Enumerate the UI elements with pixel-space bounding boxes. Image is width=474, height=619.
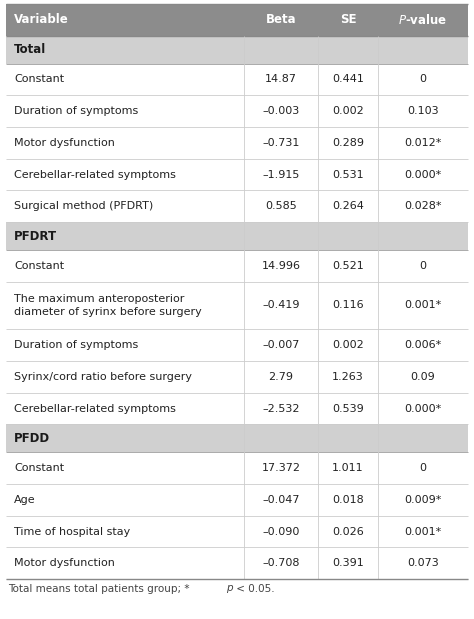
Text: Constant: Constant: [14, 463, 64, 473]
Text: 0.002: 0.002: [332, 340, 364, 350]
Text: PFDD: PFDD: [14, 432, 50, 445]
Text: Beta: Beta: [265, 14, 296, 27]
Text: –0.731: –0.731: [262, 138, 300, 148]
Text: 0.000*: 0.000*: [404, 170, 442, 180]
Text: Cerebellar-related symptoms: Cerebellar-related symptoms: [14, 404, 176, 413]
Text: 0.028*: 0.028*: [404, 201, 442, 211]
Bar: [6, 452, 468, 484]
Text: 0.09: 0.09: [410, 372, 435, 382]
Text: –0.708: –0.708: [262, 558, 300, 568]
Text: 0.026: 0.026: [332, 527, 364, 537]
Text: Time of hospital stay: Time of hospital stay: [14, 527, 130, 537]
Text: 14.996: 14.996: [261, 261, 301, 271]
Text: –0.007: –0.007: [262, 340, 300, 350]
Text: 0.264: 0.264: [332, 201, 364, 211]
Text: 0.073: 0.073: [407, 558, 439, 568]
Bar: [6, 425, 468, 452]
Text: 1.263: 1.263: [332, 372, 364, 382]
Text: < 0.05.: < 0.05.: [233, 584, 274, 594]
Bar: [6, 516, 468, 547]
Text: Constant: Constant: [14, 261, 64, 271]
Bar: [6, 250, 468, 282]
Text: $\mathit{P}$-value: $\mathit{P}$-value: [398, 13, 447, 27]
Bar: [6, 158, 468, 191]
Text: 0.001*: 0.001*: [404, 300, 442, 311]
Text: 0.009*: 0.009*: [404, 495, 442, 505]
Bar: [6, 36, 468, 64]
Text: –0.047: –0.047: [262, 495, 300, 505]
Bar: [6, 4, 468, 36]
Text: 0.521: 0.521: [332, 261, 364, 271]
Text: 0.585: 0.585: [265, 201, 297, 211]
Text: Duration of symptoms: Duration of symptoms: [14, 340, 138, 350]
Bar: [6, 191, 468, 222]
Text: –1.915: –1.915: [262, 170, 300, 180]
Bar: [6, 547, 468, 579]
Text: Motor dysfunction: Motor dysfunction: [14, 138, 115, 148]
Text: –0.003: –0.003: [262, 106, 300, 116]
Text: Surgical method (PFDRT): Surgical method (PFDRT): [14, 201, 153, 211]
Text: 0.000*: 0.000*: [404, 404, 442, 413]
Text: 0.103: 0.103: [407, 106, 439, 116]
Bar: [6, 282, 468, 329]
Text: Constant: Constant: [14, 74, 64, 84]
Bar: [6, 329, 468, 361]
Bar: [6, 222, 468, 250]
Text: 0.539: 0.539: [332, 404, 364, 413]
Text: 0.006*: 0.006*: [404, 340, 442, 350]
Text: 0.531: 0.531: [332, 170, 364, 180]
Text: 0.012*: 0.012*: [404, 138, 442, 148]
Text: Total: Total: [14, 43, 46, 56]
Text: 0: 0: [419, 74, 427, 84]
Text: SE: SE: [340, 14, 356, 27]
Text: 0.289: 0.289: [332, 138, 364, 148]
Text: PFDRT: PFDRT: [14, 230, 57, 243]
Bar: [6, 484, 468, 516]
Text: Cerebellar-related symptoms: Cerebellar-related symptoms: [14, 170, 176, 180]
Text: 17.372: 17.372: [261, 463, 301, 473]
Text: 0: 0: [419, 261, 427, 271]
Text: 0.001*: 0.001*: [404, 527, 442, 537]
Bar: [6, 392, 468, 425]
Text: 14.87: 14.87: [265, 74, 297, 84]
Text: 0.441: 0.441: [332, 74, 364, 84]
Text: –0.419: –0.419: [262, 300, 300, 311]
Bar: [6, 361, 468, 392]
Text: 0: 0: [419, 463, 427, 473]
Bar: [6, 95, 468, 127]
Text: 0.116: 0.116: [332, 300, 364, 311]
Bar: [6, 64, 468, 95]
Text: Variable: Variable: [14, 14, 69, 27]
Text: diameter of syrinx before surgery: diameter of syrinx before surgery: [14, 307, 202, 317]
Text: 2.79: 2.79: [268, 372, 293, 382]
Text: Motor dysfunction: Motor dysfunction: [14, 558, 115, 568]
Text: –0.090: –0.090: [262, 527, 300, 537]
Text: 1.011: 1.011: [332, 463, 364, 473]
Text: –2.532: –2.532: [262, 404, 300, 413]
Text: 0.002: 0.002: [332, 106, 364, 116]
Text: 0.018: 0.018: [332, 495, 364, 505]
Text: Age: Age: [14, 495, 36, 505]
Text: Syrinx/cord ratio before surgery: Syrinx/cord ratio before surgery: [14, 372, 192, 382]
Bar: [6, 127, 468, 158]
Text: 0.391: 0.391: [332, 558, 364, 568]
Text: The maximum anteroposterior: The maximum anteroposterior: [14, 294, 184, 304]
Text: Duration of symptoms: Duration of symptoms: [14, 106, 138, 116]
Text: Total means total patients group; *: Total means total patients group; *: [8, 584, 190, 594]
Text: $\mathit{p}$: $\mathit{p}$: [226, 583, 234, 595]
